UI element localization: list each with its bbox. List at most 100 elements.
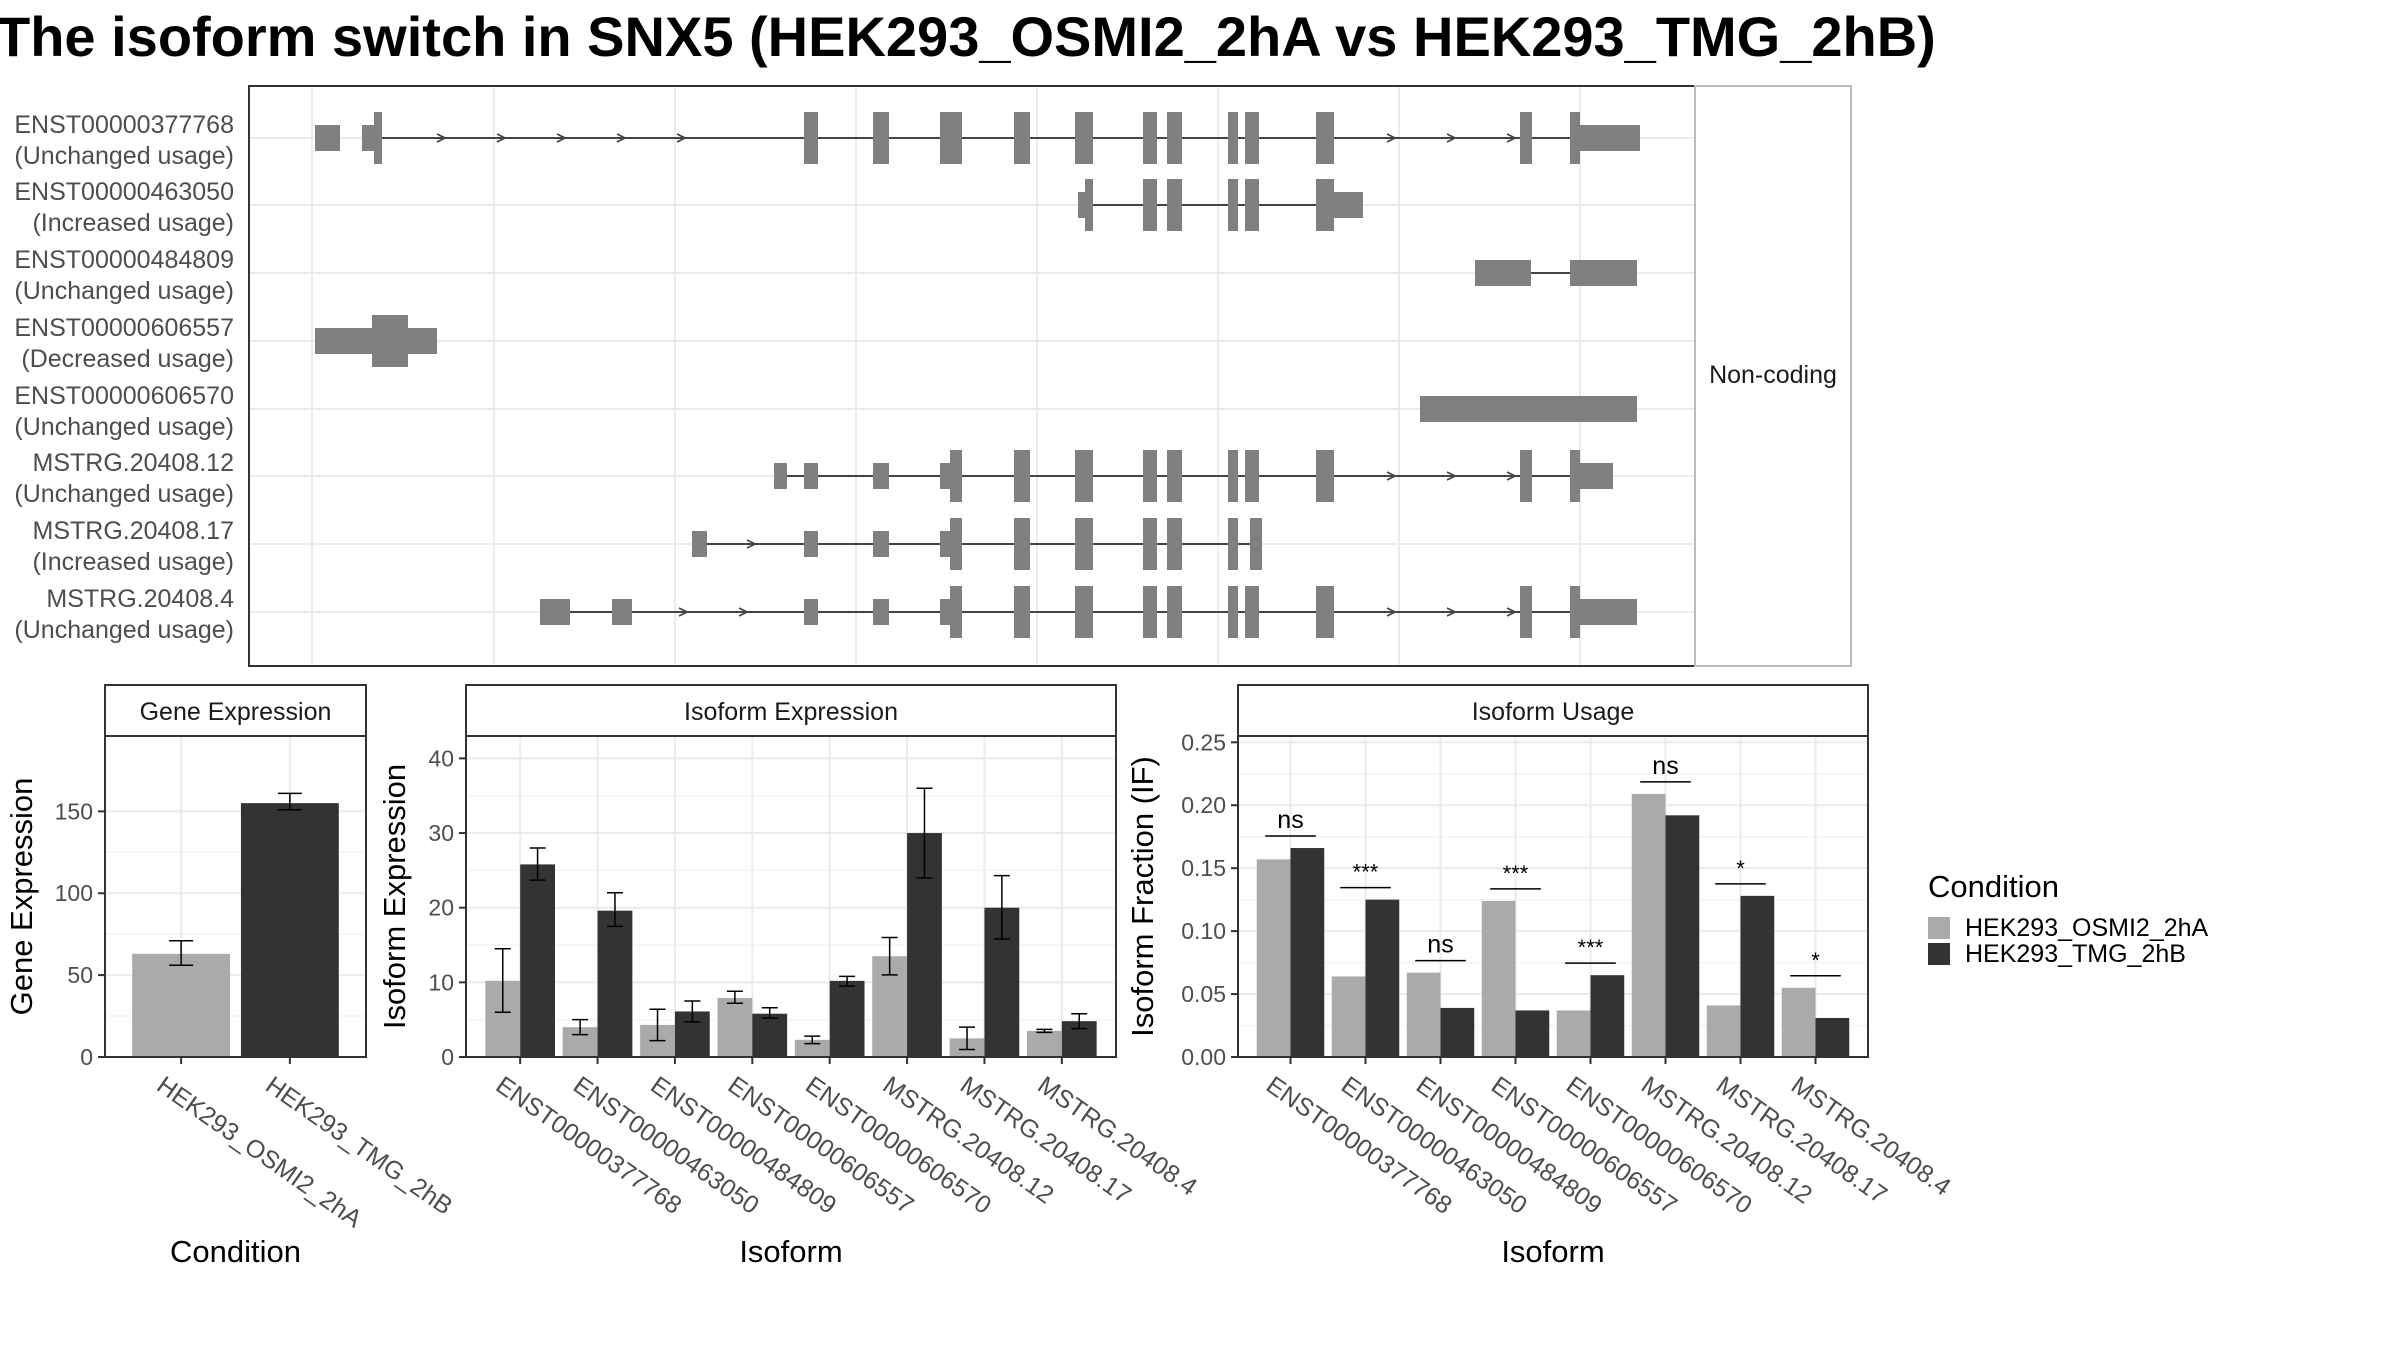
transcript-usage-label: (Unchanged usage) (14, 277, 234, 305)
exon (1167, 586, 1182, 638)
exon (1075, 586, 1093, 638)
x-tick-label: HEK293_TMG_2hB (260, 1071, 457, 1221)
exon (315, 328, 372, 354)
exon (1520, 450, 1532, 502)
exon (1143, 179, 1157, 231)
strand-arrow (676, 133, 688, 143)
exon (1316, 450, 1334, 502)
exon (1228, 450, 1238, 502)
exon (774, 463, 787, 489)
exon (940, 463, 950, 489)
y-axis-label: Isoform Fraction (IF) (1125, 756, 1160, 1037)
exon (1245, 586, 1259, 638)
panel-border (465, 735, 1117, 1058)
bar (829, 980, 865, 1057)
y-tick-label: 0 (441, 1044, 454, 1070)
exon (372, 315, 408, 367)
exon (804, 463, 818, 489)
exon (612, 599, 632, 625)
exon (1420, 396, 1637, 422)
panel-border (104, 735, 367, 1058)
error-bar (726, 990, 743, 1005)
structure-strip-label: Non-coding (1709, 361, 1837, 389)
y-tick-label: 30 (428, 820, 454, 846)
exon (540, 599, 570, 625)
significance-label: ns (1427, 931, 1453, 959)
transcript-usage-label: (Unchanged usage) (14, 480, 234, 508)
panel-strip (104, 684, 367, 737)
error-bar (572, 1018, 589, 1036)
strand-arrow (556, 133, 568, 143)
exon (1085, 179, 1093, 231)
error-bar (959, 1026, 976, 1051)
bar (1740, 895, 1775, 1057)
exon (1014, 518, 1030, 570)
isoform-expression-panel: Isoform Expression010203040ENST000003777… (377, 684, 1202, 1269)
exon (1245, 179, 1259, 231)
exon (1570, 260, 1637, 286)
legend-title: Condition (1928, 869, 2059, 904)
transcript-usage-label: (Increased usage) (32, 548, 234, 576)
bar (240, 803, 339, 1057)
exon (374, 112, 382, 164)
exon (1520, 112, 1532, 164)
bar (132, 953, 231, 1057)
transcript-id-label: ENST00000463050 (14, 178, 234, 206)
significance-label: *** (1503, 861, 1529, 886)
panel-strip (465, 684, 1117, 737)
transcript-usage-label: (Unchanged usage) (14, 616, 234, 644)
error-bar (277, 792, 302, 811)
exon (1228, 586, 1238, 638)
strand-arrow (1506, 607, 1518, 617)
exon (408, 328, 437, 354)
bar (1331, 976, 1366, 1057)
strand-arrow (1386, 607, 1398, 617)
significance-label: *** (1578, 935, 1604, 960)
y-tick-label: 0.15 (1181, 855, 1226, 881)
transcript-usage-label: (Unchanged usage) (14, 142, 234, 170)
legend-label-osmi2: HEK293_OSMI2_2hA (1965, 914, 2209, 942)
y-tick-label: 0.00 (1181, 1044, 1226, 1070)
exon (362, 125, 374, 151)
exon (1014, 586, 1030, 638)
y-axis-label: Isoform Expression (377, 764, 412, 1029)
exon (1078, 192, 1085, 218)
bar (1027, 1030, 1062, 1057)
exon (1014, 112, 1030, 164)
bar (794, 1039, 830, 1057)
exon (1250, 518, 1262, 570)
panel-title: Isoform Expression (684, 698, 898, 726)
figure-title: The isoform switch in SNX5 (HEK293_OSMI2… (0, 5, 1936, 68)
exon (692, 531, 707, 557)
bar (1481, 900, 1516, 1057)
panel-title: Isoform Usage (1472, 698, 1635, 726)
legend-swatch-osmi2 (1928, 917, 1950, 939)
exon (1228, 179, 1238, 231)
exon (1570, 586, 1580, 638)
y-tick-label: 20 (428, 895, 454, 921)
transcript-id-label: ENST00000606557 (14, 314, 234, 342)
error-bar (606, 892, 623, 928)
strand-arrow (1446, 607, 1458, 617)
y-tick-label: 0.20 (1181, 792, 1226, 818)
exon (940, 112, 962, 164)
exon (873, 531, 889, 557)
x-axis-label: Isoform (739, 1234, 842, 1269)
exon (1167, 179, 1182, 231)
legend-swatch-tmg (1928, 943, 1950, 965)
transcript-models (315, 112, 1640, 638)
error-bar (881, 936, 898, 976)
error-bar (804, 1035, 821, 1045)
y-tick-label: 50 (67, 962, 93, 988)
legend: Condition HEK293_OSMI2_2hA HEK293_TMG_2h… (1928, 869, 2209, 968)
exon (873, 463, 889, 489)
strand-arrow (1386, 471, 1398, 481)
exon (315, 125, 340, 151)
transcript-id-label: MSTRG.20408.4 (46, 585, 234, 613)
bar (1706, 1005, 1741, 1057)
exon (1334, 192, 1363, 218)
transcript-structure-panel: Non-coding ENST00000377768 (Unchanged usa… (14, 85, 1852, 667)
exon (1316, 112, 1334, 164)
bar (717, 998, 753, 1057)
